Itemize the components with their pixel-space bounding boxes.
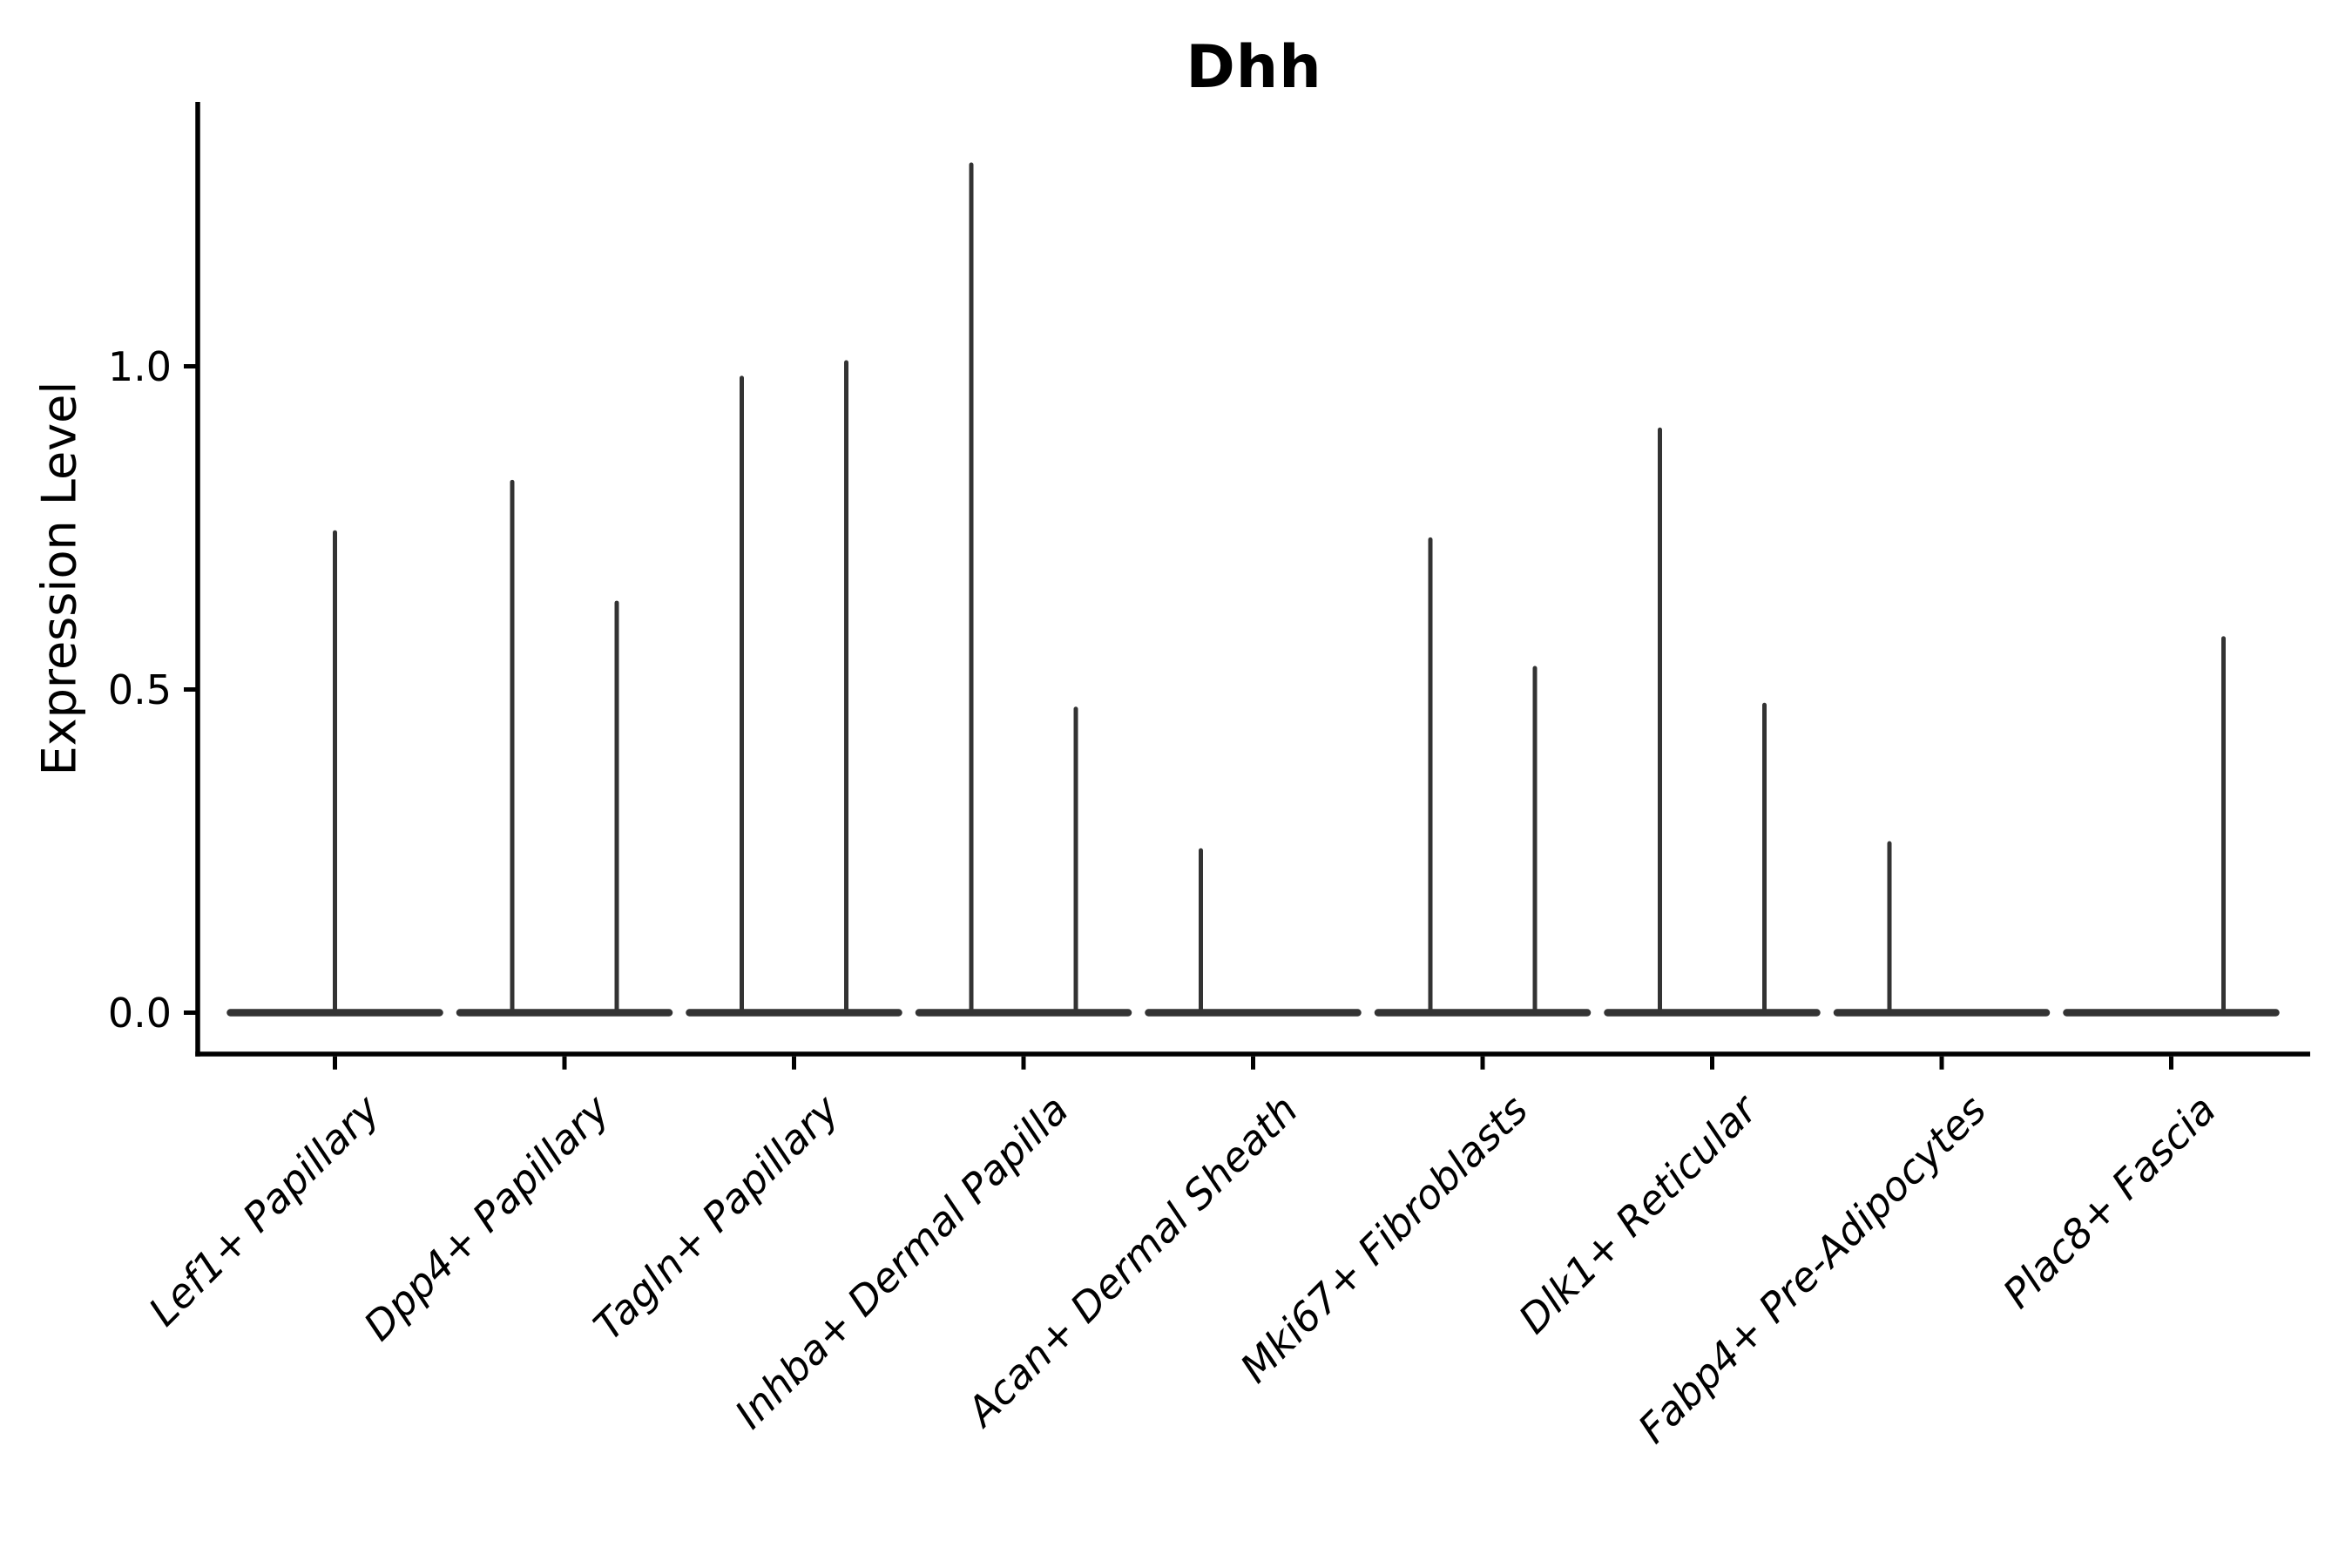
y-tick-label: 1.0: [107, 342, 172, 390]
y-axis-label: Expression Level: [31, 381, 87, 776]
plot-title: Dhh: [1186, 33, 1322, 102]
y-tick-label: 0.0: [107, 989, 172, 1037]
y-tick-label: 0.5: [107, 666, 172, 713]
